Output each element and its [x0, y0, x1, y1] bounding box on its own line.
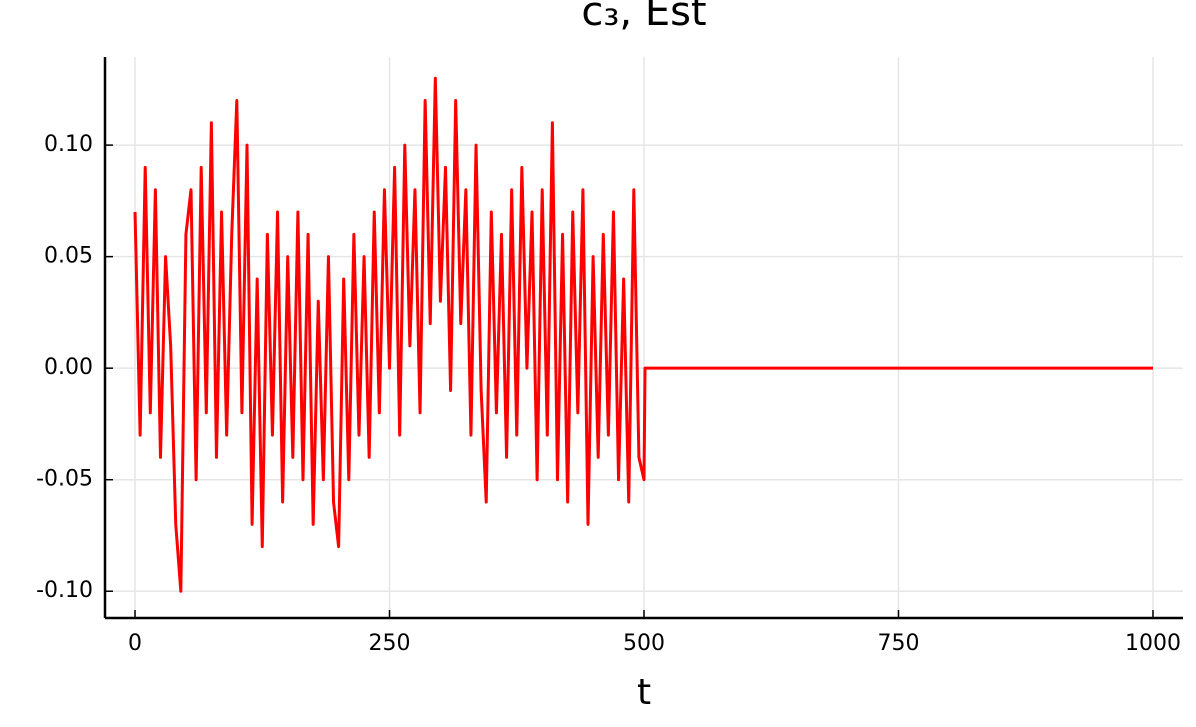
data-line: [133, 76, 1153, 593]
y-tick-label: 0.10: [44, 132, 93, 157]
x-axis-label: t: [637, 672, 651, 713]
x-tick-label: 750: [877, 631, 919, 656]
chart-title: c₃, Est: [581, 0, 706, 35]
y-tick-label: -0.05: [36, 467, 93, 492]
x-tick-label: 1000: [1125, 631, 1181, 656]
x-tick-label: 500: [623, 631, 665, 656]
x-tick-label: 0: [128, 631, 142, 656]
x-tick-label: 250: [369, 631, 411, 656]
y-tick-label: -0.10: [36, 578, 93, 603]
y-tick-label: 0.05: [44, 244, 93, 269]
y-tick-label: 0.00: [44, 355, 93, 380]
